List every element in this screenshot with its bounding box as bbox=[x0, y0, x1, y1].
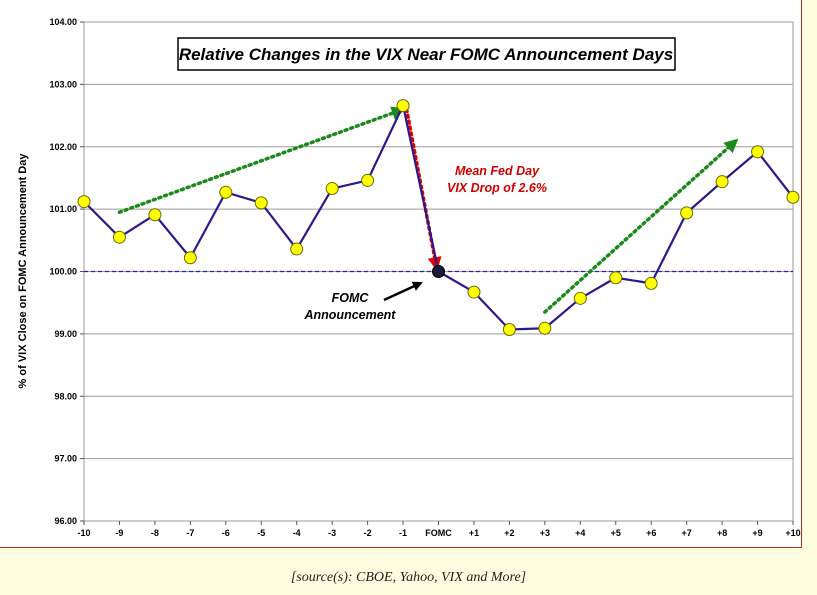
y-tick-label: 103.00 bbox=[49, 79, 77, 89]
data-point bbox=[148, 208, 162, 222]
data-point-fomc bbox=[432, 265, 445, 278]
data-point bbox=[680, 206, 694, 220]
fomc-annotation-line2: Announcement bbox=[304, 308, 397, 322]
data-point bbox=[609, 271, 623, 285]
y-tick-label: 99.00 bbox=[54, 329, 77, 339]
y-tick-label: 101.00 bbox=[49, 204, 77, 214]
fomc-annotation-line1: FOMC bbox=[332, 291, 370, 305]
chart-title-box bbox=[177, 37, 676, 71]
data-point bbox=[502, 323, 516, 337]
y-tick-label: 97.00 bbox=[54, 454, 77, 464]
y-tick-label: 104.00 bbox=[49, 17, 77, 27]
x-tick-label: +9 bbox=[752, 528, 762, 538]
data-point bbox=[361, 173, 375, 187]
x-tick-label: +7 bbox=[682, 528, 692, 538]
vix-fomc-line-chart: 96.00 97.00 98.00 99.00 100.00 101.00 102.00 10… bbox=[17, 17, 801, 538]
drop-annotation-line1: Mean Fed Day bbox=[455, 164, 540, 178]
x-tick-label: -2 bbox=[364, 528, 372, 538]
x-tick-label: +6 bbox=[646, 528, 656, 538]
data-point bbox=[219, 185, 233, 199]
series-group bbox=[77, 99, 800, 337]
drop-annotation-line2: VIX Drop of 2.6% bbox=[447, 181, 547, 195]
x-tick-label: -6 bbox=[222, 528, 230, 538]
data-point bbox=[396, 99, 410, 113]
y-axis-title: % of VIX Close on FOMC Announcement Day bbox=[17, 153, 29, 389]
x-tick-label: +5 bbox=[611, 528, 621, 538]
chart-frame: 96.00 97.00 98.00 99.00 100.00 101.00 102.00 10… bbox=[0, 0, 802, 548]
data-point bbox=[751, 145, 765, 159]
x-tick-label: -5 bbox=[257, 528, 265, 538]
data-point bbox=[538, 321, 552, 335]
data-point bbox=[254, 196, 268, 210]
y-axis-ticks: 96.00 97.00 98.00 99.00 100.00 101.00 102.00 10… bbox=[49, 17, 84, 526]
data-point bbox=[715, 175, 729, 189]
fomc-pointer-arrow bbox=[383, 281, 423, 302]
data-point bbox=[183, 251, 197, 265]
y-tick-label: 102.00 bbox=[49, 142, 77, 152]
y-tick-label: 98.00 bbox=[54, 391, 77, 401]
trend-arrow-post-fomc-rise bbox=[543, 138, 739, 314]
x-tick-label: -1 bbox=[399, 528, 407, 538]
data-point bbox=[290, 242, 304, 256]
x-tick-label: -10 bbox=[77, 528, 90, 538]
data-point bbox=[786, 190, 800, 204]
x-tick-label: -9 bbox=[115, 528, 123, 538]
x-tick-label: +3 bbox=[540, 528, 550, 538]
chart-title: Relative Changes in the VIX Near FOMC An… bbox=[179, 45, 673, 64]
x-tick-label: +8 bbox=[717, 528, 727, 538]
x-axis-ticks: -10 -9 -8 -7 -6 -5 -4 -3 -2 -1 FOMC +1 +2 +3 +4 +5 +6 +7 +… bbox=[77, 521, 801, 538]
x-tick-label: +2 bbox=[504, 528, 514, 538]
x-tick-label: +1 bbox=[469, 528, 479, 538]
x-tick-label: -4 bbox=[293, 528, 301, 538]
data-point bbox=[573, 291, 587, 305]
data-point bbox=[644, 276, 658, 290]
x-tick-label: -7 bbox=[186, 528, 194, 538]
y-tick-label: 100.00 bbox=[49, 267, 77, 277]
x-tick-label: -3 bbox=[328, 528, 336, 538]
y-tick-label: 96.00 bbox=[54, 516, 77, 526]
data-point bbox=[112, 230, 126, 244]
data-point bbox=[77, 195, 91, 209]
x-tick-label: -8 bbox=[151, 528, 159, 538]
x-tick-label: FOMC bbox=[425, 528, 452, 538]
trend-arrow-pre-fomc-rise bbox=[117, 106, 406, 214]
x-tick-label: +4 bbox=[575, 528, 585, 538]
data-point bbox=[325, 182, 339, 196]
data-point bbox=[467, 285, 481, 299]
source-caption: [source(s): CBOE, Yahoo, VIX and More] bbox=[290, 570, 527, 585]
x-tick-label: +10 bbox=[785, 528, 800, 538]
